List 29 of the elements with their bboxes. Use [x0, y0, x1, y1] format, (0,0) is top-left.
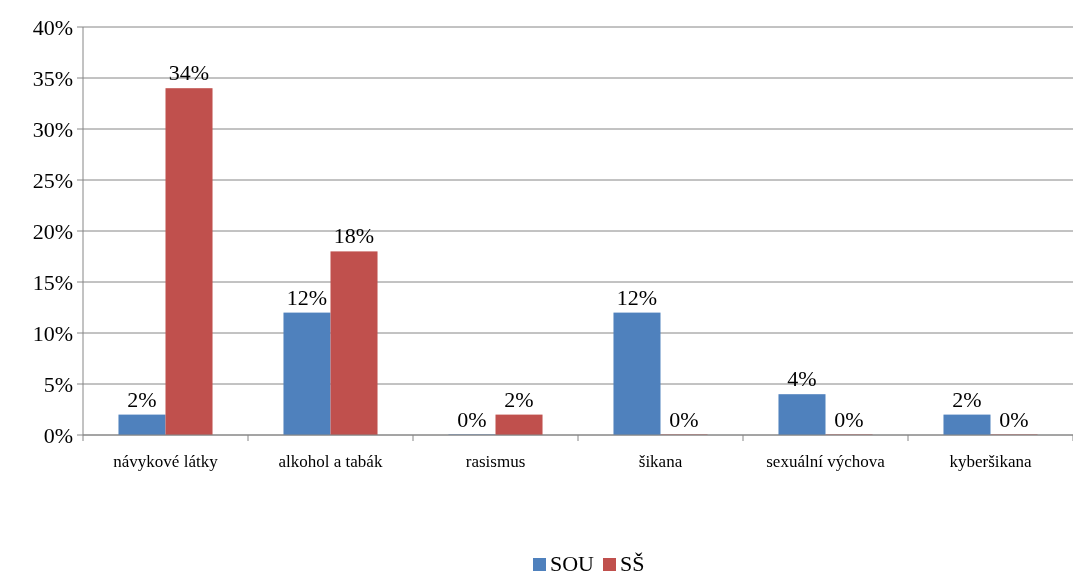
y-tick-label: 0% [43, 422, 73, 448]
data-label: 12% [286, 284, 328, 310]
data-label: 0% [999, 407, 1029, 432]
data-label: 12% [616, 284, 658, 310]
data-label: 34% [168, 60, 210, 86]
x-tick-label: návykové látky [113, 452, 219, 471]
y-tick-label: 20% [32, 218, 73, 244]
y-tick-label: 10% [32, 320, 73, 346]
data-label: 4% [787, 366, 817, 392]
x-tick-label: sexuální výchova [766, 452, 886, 471]
x-tick-label: alkohol a tabák [278, 452, 383, 471]
x-tick-label: rasismus [465, 452, 526, 471]
x-tick-label: šikana [638, 452, 683, 471]
data-label: 0% [457, 407, 487, 432]
y-tick-label: 25% [32, 167, 73, 193]
data-label: 0% [834, 407, 864, 432]
y-tick-label: 5% [43, 371, 73, 397]
legend-label: SOU [550, 551, 595, 576]
y-tick-label: 15% [32, 269, 73, 295]
y-tick-label: 30% [32, 116, 73, 142]
data-label: 18% [333, 223, 375, 249]
x-tick-label: kyberšikana [949, 452, 1033, 471]
data-label: 2% [127, 386, 157, 412]
data-label: 2% [504, 386, 534, 412]
y-tick-label: 40% [32, 14, 73, 40]
legend-label: SŠ [620, 551, 645, 576]
data-label: 2% [952, 386, 982, 412]
y-tick-label: 35% [32, 65, 73, 91]
data-label: 0% [669, 407, 699, 432]
